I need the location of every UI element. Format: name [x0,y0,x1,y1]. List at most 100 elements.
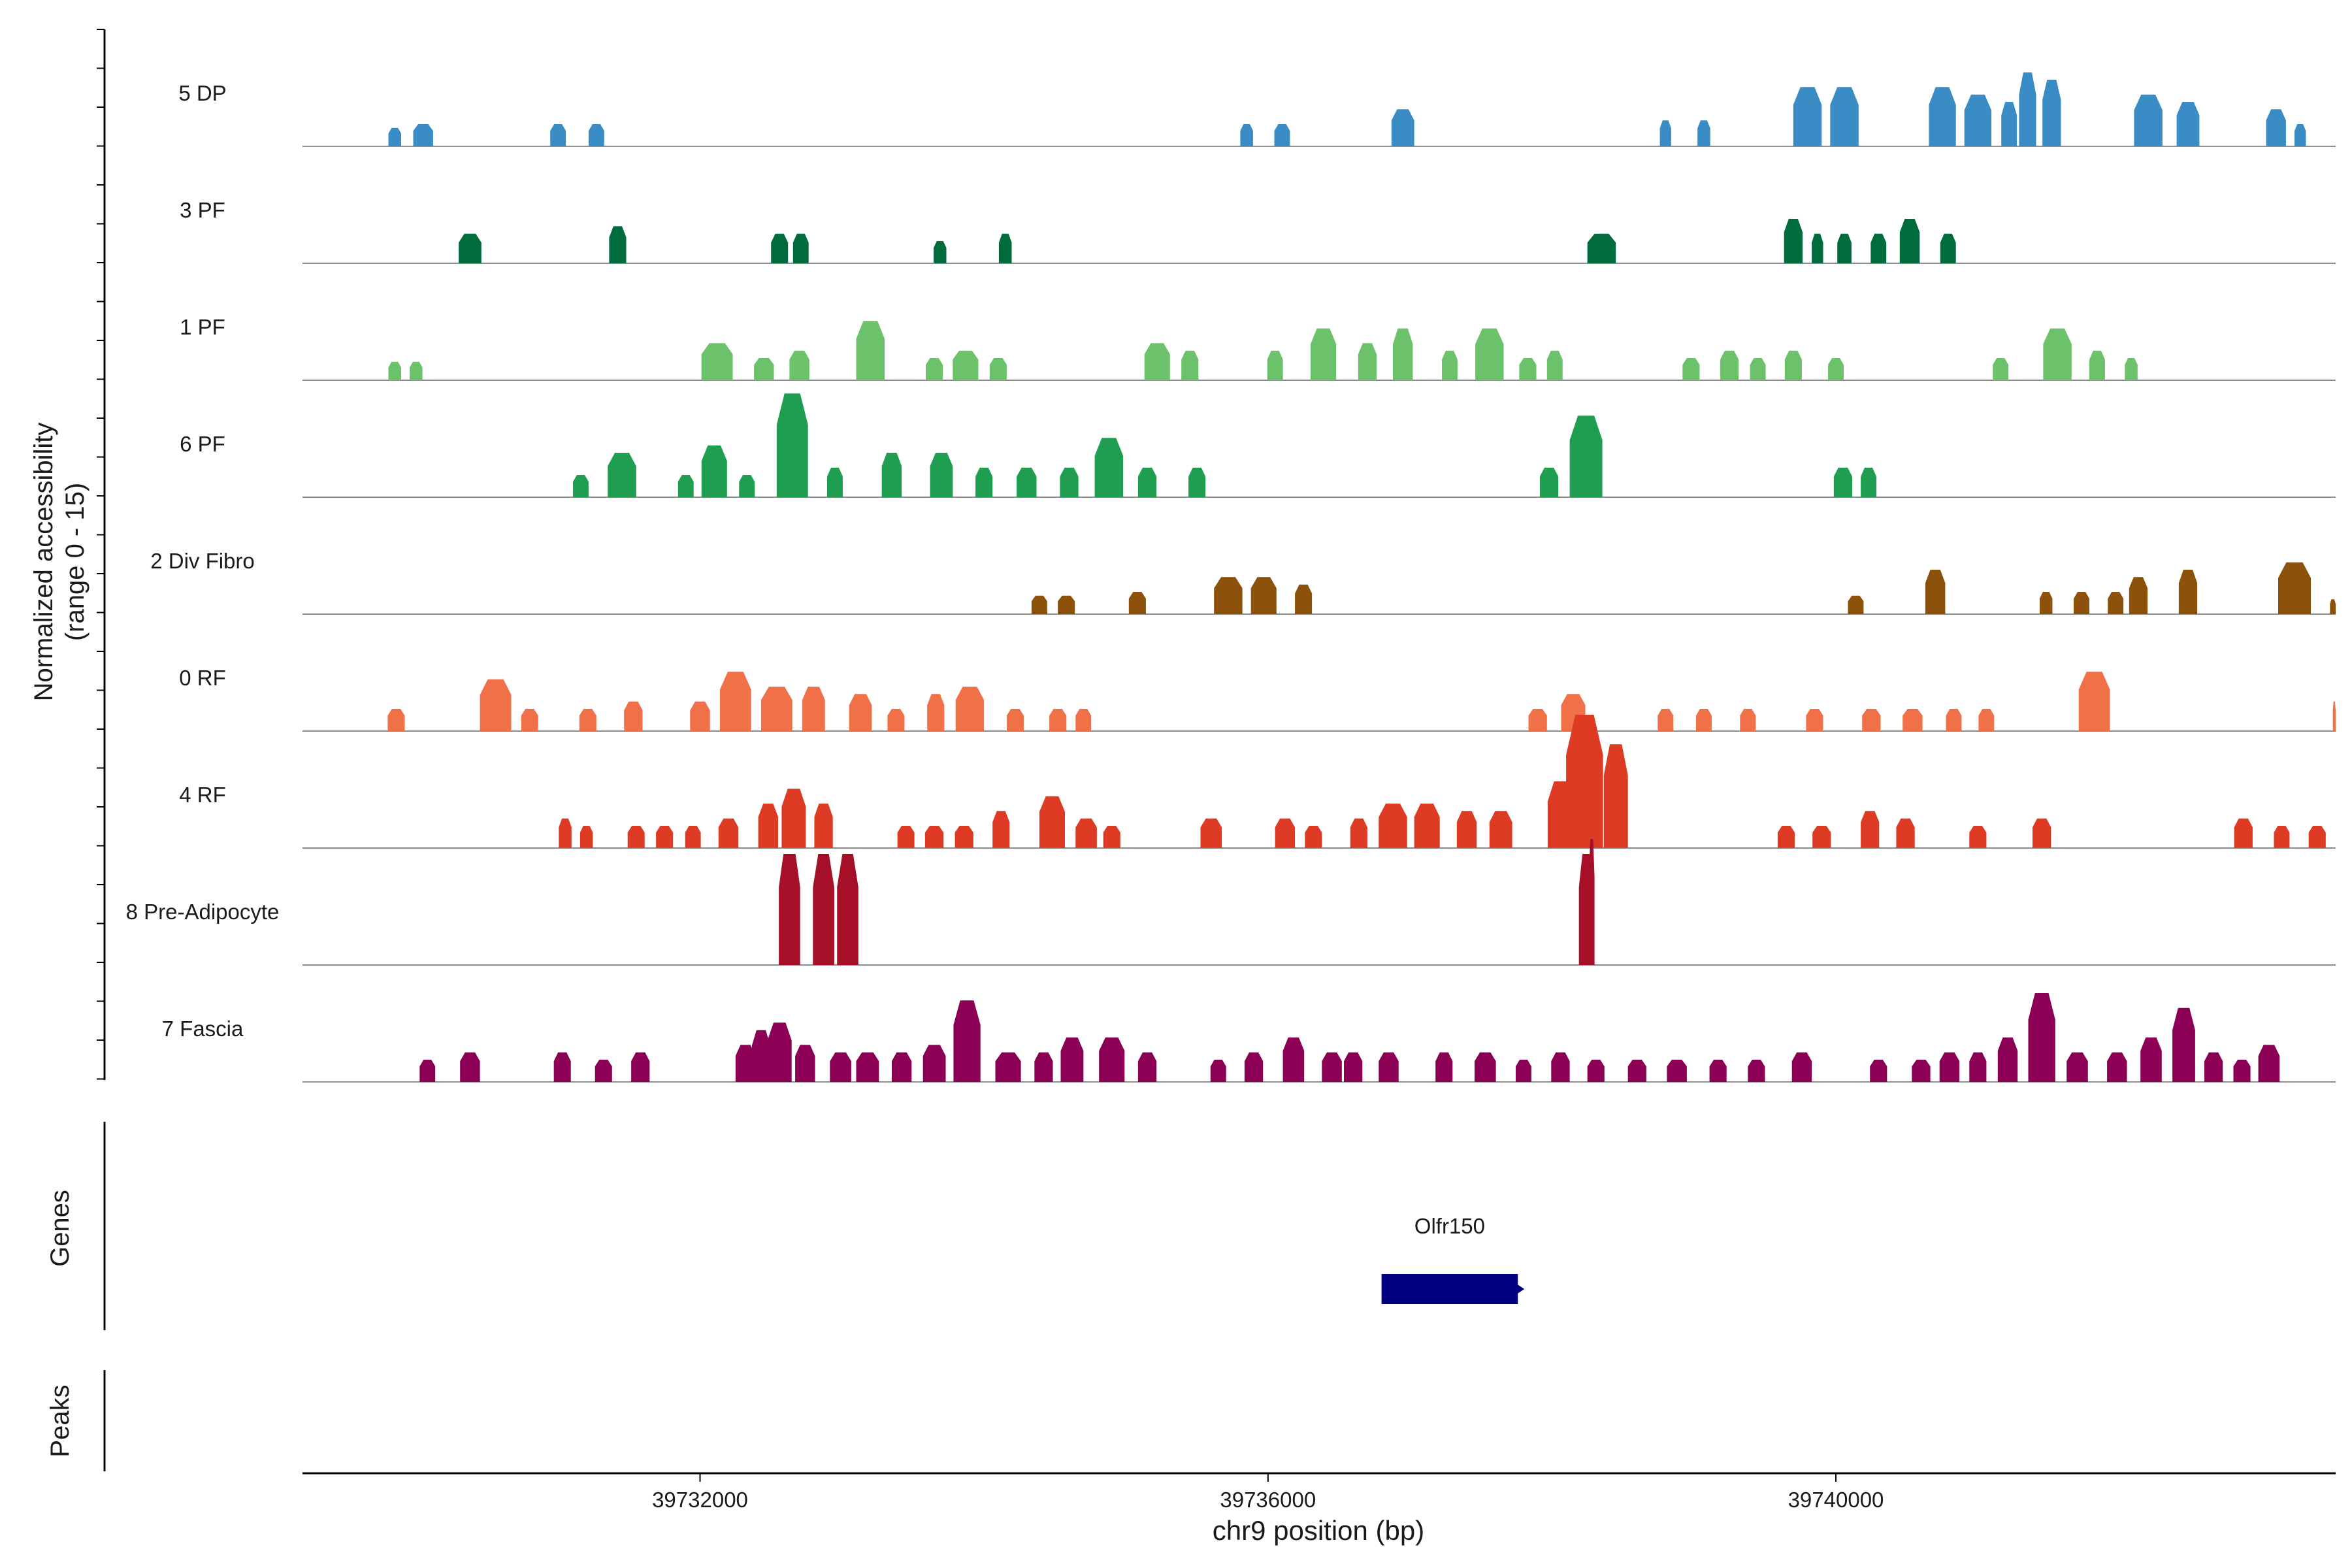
track-5-peak-13 [1006,709,1024,731]
track-2-peak-15 [1442,350,1458,380]
track-5-peak-1 [480,679,512,731]
track-6-peak-7 [781,789,806,848]
peaks-label: Peaks [46,1384,74,1457]
track-6-peak-30 [1896,818,1915,848]
track-3-peak-8 [930,453,953,497]
track-0-peak-13 [2001,102,2017,146]
gene-annotations: Olfr150 [1381,1214,1525,1304]
track-2-peak-26 [2089,350,2105,380]
track-8-peak-43 [2140,1037,2162,1082]
track-2-peak-4 [789,350,809,380]
track-5-peak-19 [1696,709,1712,731]
track-6-peak-18 [1305,826,1322,848]
track-4-peak-5 [1295,584,1313,614]
track-4-peak-6 [1848,595,1864,614]
track-4-peak-3 [1214,577,1243,614]
track-8-peak-14 [995,1052,1021,1082]
track-6-peak-16 [1200,818,1222,848]
track-label-0: 5 DP [178,81,226,105]
track-3-peak-9 [975,467,993,497]
track-6-peak-33 [2234,818,2253,848]
track-0-peak-4 [1240,124,1253,146]
track-8-peak-18 [1137,1052,1157,1082]
track-6-peak-25 [1566,715,1603,848]
track-2-peak-24 [1993,358,2009,380]
track-3-peak-18 [1861,467,1876,497]
track-2-peak-10 [1181,350,1199,380]
track-5-peak-6 [719,672,751,731]
y-axis-label-line2: (range 0 - 15) [61,483,90,641]
track-3-peak-11 [1060,467,1079,497]
track-4-peak-10 [2108,592,2124,614]
track-7-peak-5 [1588,839,1595,965]
track-5-peak-9 [849,694,872,731]
track-2-peak-7 [953,350,979,380]
track-4: 2 Div Fibro [150,549,2336,615]
track-6-peak-2 [627,826,645,848]
track-6-peak-15 [1103,826,1120,848]
track-label-3: 6 PF [180,432,225,456]
track-5-peak-18 [1658,709,1674,731]
track-6-peak-6 [758,804,778,848]
track-2-peak-19 [1682,358,1700,380]
track-7-peak-2 [813,854,834,965]
track-0-peak-7 [1659,120,1671,146]
track-1-peak-12 [1940,233,1956,263]
track-1-peak-9 [1837,233,1852,263]
track-0-peak-2 [550,124,566,146]
track-8-peak-41 [2066,1052,2088,1082]
track-8: 7 Fascia [162,993,2336,1083]
track-0-peak-5 [1274,124,1290,146]
track-1-peak-0 [459,233,482,263]
track-8-peak-12 [923,1045,946,1082]
track-1-peak-2 [771,233,789,263]
track-2-peak-27 [2125,358,2138,380]
track-6-peak-9 [897,826,915,848]
x-axis-ticks: 39732000 39736000 39740000 [652,1473,1884,1512]
track-5-peak-25 [1978,709,1995,731]
track-6-peak-34 [2274,826,2290,848]
track-0-peak-11 [1929,87,1956,146]
track-5-peak-0 [387,709,405,731]
track-3-peak-1 [608,453,636,497]
track-8-peak-40 [2028,993,2055,1082]
track-3-peak-16 [1569,416,1603,497]
track-label-5: 0 RF [179,666,226,690]
track-0-peak-8 [1697,120,1710,146]
track-5-peak-26 [2078,672,2110,731]
track-6-peak-12 [992,811,1010,848]
track-8-peak-15 [1034,1052,1053,1082]
track-5-peak-27 [2332,701,2336,731]
track-4-peak-4 [1250,577,1277,614]
track-2-peak-6 [926,358,943,380]
track-6-peak-17 [1275,818,1296,848]
track-3-peak-12 [1094,438,1124,497]
track-8-peak-34 [1791,1052,1812,1082]
track-0-peak-6 [1391,109,1414,146]
track-1-peak-1 [609,226,627,263]
track-label-8: 7 Fascia [162,1017,244,1041]
track-8-peak-9 [830,1052,851,1082]
y-axis-ticks [97,29,105,1080]
track-6-peak-32 [2033,818,2051,848]
track-2-peak-13 [1358,343,1377,380]
track-0-peak-12 [1964,94,1991,146]
track-6-peak-22 [1456,811,1477,848]
track-6-peak-35 [2308,826,2326,848]
track-8-peak-3 [595,1060,612,1082]
track-4-peak-8 [2039,592,2053,614]
track-8-peak-39 [1997,1037,2018,1082]
track-5-peak-4 [624,701,643,731]
track-3-peak-0 [573,475,589,497]
track-1-peak-3 [792,233,809,263]
track-8-peak-44 [2172,1007,2195,1082]
track-2-peak-3 [754,358,774,380]
track-6-peak-26 [1603,744,1628,848]
track-8-peak-45 [2204,1052,2223,1082]
track-2-peak-8 [989,358,1007,380]
track-8-peak-22 [1322,1052,1342,1082]
x-tick-label-1: 39736000 [1220,1488,1316,1512]
track-label-6: 4 RF [179,783,226,807]
track-0-peak-18 [2266,109,2286,146]
track-4-peak-1 [1058,595,1075,614]
